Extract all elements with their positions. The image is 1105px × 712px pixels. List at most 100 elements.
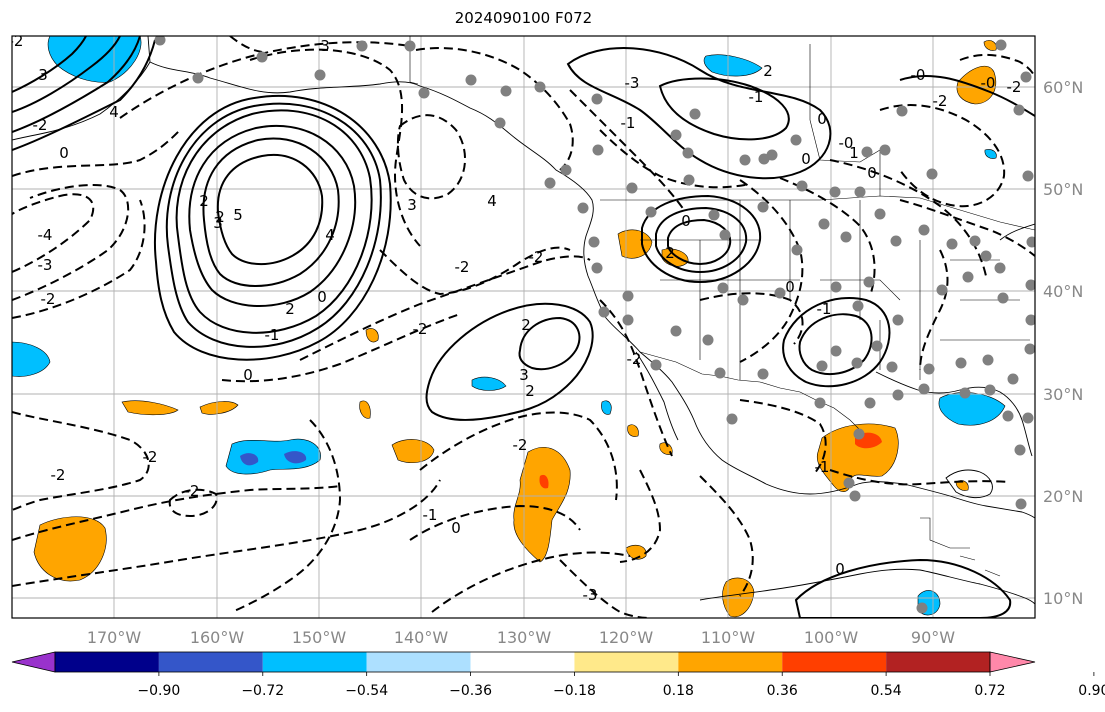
negative-contours (12, 36, 1035, 618)
fill-negative-area (703, 54, 763, 77)
station-dot (896, 105, 908, 117)
contour-negative (12, 411, 150, 511)
station-dot (1015, 498, 1027, 510)
contour-label: -4 (38, 226, 53, 244)
colorbar-segment (55, 652, 159, 672)
lon-label: 150°W (292, 628, 347, 647)
station-dot (861, 146, 873, 158)
contour-label: -2 (513, 436, 528, 454)
station-dot (871, 340, 883, 352)
contour-negative (419, 411, 618, 501)
station-dot (577, 202, 589, 214)
station-dot (757, 201, 769, 213)
station-dot (955, 357, 967, 369)
contour-negative (829, 159, 987, 277)
fill-positive-area (955, 480, 969, 491)
fill-negative-area (47, 36, 142, 83)
lon-label: 90°W (911, 628, 955, 647)
positive-anomaly-fills (33, 40, 997, 618)
coastline-central-america (699, 568, 1035, 605)
fill-negative-area (471, 376, 507, 391)
fill-negative-area (601, 400, 612, 415)
contour-positive (658, 77, 790, 141)
station-dot (683, 174, 695, 186)
station-dot (622, 314, 634, 326)
contour-label: -2 (627, 350, 642, 368)
station-dot (1002, 410, 1014, 422)
contour-positive (655, 206, 748, 274)
fill-positive-area (199, 401, 239, 415)
station-dot (314, 69, 326, 81)
contour-negative (12, 184, 129, 301)
station-dot (591, 93, 603, 105)
station-dot (818, 218, 830, 230)
contour-label: 5 (233, 206, 243, 224)
station-dot (892, 314, 904, 326)
colorbar-tick-label: −0.18 (553, 683, 596, 699)
contour-label: -1 (817, 300, 832, 318)
station-dot (494, 117, 506, 129)
contour-negative (12, 485, 341, 541)
colorbar-segment (366, 652, 471, 672)
lon-label: 130°W (497, 628, 552, 647)
station-dot (622, 290, 634, 302)
station-dot (1007, 373, 1019, 385)
station-dot (714, 367, 726, 379)
colorbar-tick-label: 0.72 (974, 683, 1005, 699)
map-frame (11, 35, 1036, 619)
lon-label: 100°W (804, 628, 859, 647)
contour-label: 1 (849, 144, 859, 162)
contour-label: -1 (265, 326, 280, 344)
station-dot (916, 602, 928, 614)
contour-label: -2 (185, 482, 200, 500)
contour-negative (12, 479, 441, 587)
colorbar-frame (54, 651, 991, 673)
station-dot (1026, 236, 1035, 248)
station-dot (1022, 170, 1034, 182)
station-dot (791, 244, 803, 256)
station-dot (886, 361, 898, 373)
colorbar-extend-max (989, 651, 1036, 673)
fill-positive-area (983, 40, 997, 51)
station-dot (830, 345, 842, 357)
contour-label: -0 (839, 134, 854, 152)
contour-negative (879, 104, 1006, 208)
contour-positive (202, 137, 340, 287)
contour-positive (798, 313, 873, 376)
contour-label: -2 (413, 320, 428, 338)
station-dot (830, 281, 842, 293)
station-dot (682, 147, 694, 159)
fill-strong-negative-area (284, 451, 307, 464)
lat-label: 20°N (1043, 487, 1083, 506)
contour-positive (518, 316, 581, 371)
border-us-mexico (639, 351, 863, 433)
colorbar-segment (886, 652, 990, 672)
contour-positive (216, 153, 324, 266)
contour-negative (559, 559, 651, 618)
contour-positive (154, 94, 392, 361)
station-dot (829, 186, 841, 198)
station-dot (670, 325, 682, 337)
lon-label: 140°W (394, 628, 449, 647)
station-dot (995, 39, 1007, 51)
station-dot (918, 383, 930, 395)
contour-negative (415, 47, 574, 171)
station-dot (192, 72, 204, 84)
contour-positive (782, 296, 891, 388)
station-dot (356, 40, 368, 52)
station-dot (874, 208, 886, 220)
contour-negative (959, 54, 1035, 79)
station-dot (645, 206, 657, 218)
station-dot (840, 231, 852, 243)
fill-strong-negative-area (240, 453, 259, 466)
station-dot (816, 360, 828, 372)
contour-label: 0 (243, 366, 253, 384)
contour-positive (188, 124, 357, 308)
contour-negative (396, 114, 467, 200)
fill-negative-area (12, 341, 51, 377)
station-dot (465, 74, 477, 86)
contour-negative (249, 48, 421, 247)
contour-positive (794, 558, 1012, 618)
colorbar-tick-label: 0.36 (767, 683, 798, 699)
fill-positive-area (513, 447, 571, 563)
